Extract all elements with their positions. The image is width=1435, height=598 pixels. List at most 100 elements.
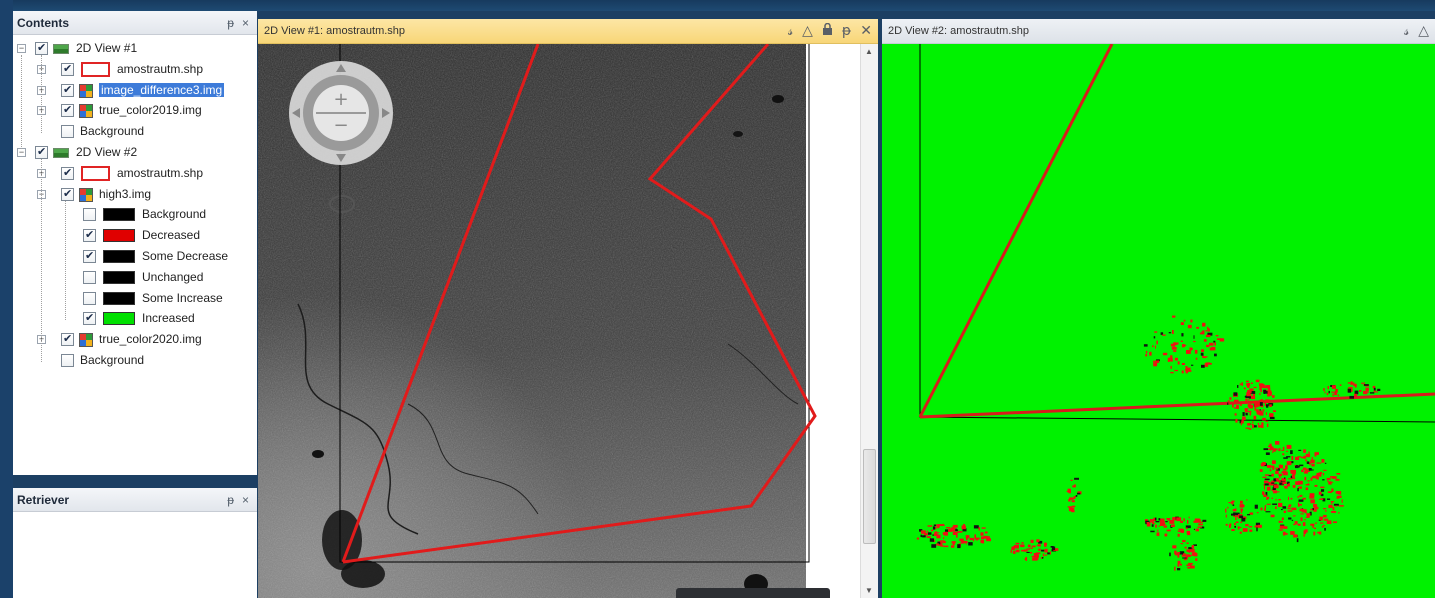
tree-view2[interactable]: − 2D View #2 [13, 143, 257, 163]
change-pixel [1168, 332, 1172, 334]
view2-map-canvas[interactable] [882, 44, 1435, 598]
change-pixel [1174, 357, 1178, 361]
change-pixel [1298, 499, 1304, 502]
tree-layer[interactable]: −high3.img [13, 185, 257, 205]
change-pixel [1155, 361, 1158, 366]
change-pixel [1364, 391, 1366, 393]
link-icon[interactable]: 𝓈 [1404, 23, 1410, 39]
change-pixel [1246, 392, 1251, 396]
layer-label: Background [80, 353, 145, 367]
layer-checkbox[interactable] [83, 311, 96, 326]
class-label: Background [142, 207, 207, 222]
tree-class[interactable]: Some Decrease [13, 247, 257, 267]
class-color-swatch [103, 291, 135, 305]
change-pixel [1175, 553, 1180, 556]
change-pixel [1252, 392, 1256, 396]
close-icon[interactable]: ✕ [860, 23, 872, 39]
layer-checkbox[interactable] [61, 166, 74, 180]
zoom-out-button[interactable]: − [333, 115, 349, 136]
close-icon[interactable]: × [241, 15, 249, 30]
tree-class[interactable]: Increased [13, 309, 257, 329]
layer-checkbox[interactable] [35, 145, 48, 159]
layer-checkbox[interactable] [61, 83, 74, 97]
tree-class[interactable]: Some Increase [13, 289, 257, 309]
change-pixel [1236, 405, 1239, 409]
zoom-in-button[interactable]: + [333, 89, 349, 110]
tree-layer[interactable]: +amostrautm.shp [13, 60, 257, 80]
change-pixel [1068, 507, 1072, 512]
close-icon[interactable]: × [241, 492, 249, 507]
scroll-thumb[interactable] [863, 449, 876, 544]
tree-class[interactable]: Unchanged [13, 268, 257, 288]
change-pixel [923, 533, 928, 536]
tree-layer[interactable]: +amostrautm.shp [13, 164, 257, 184]
tree-view1[interactable]: − 2D View #1 [13, 39, 257, 59]
layer-checkbox[interactable] [61, 103, 74, 118]
layer-checkbox[interactable] [61, 62, 74, 76]
change-pixel [1264, 485, 1265, 490]
lock-icon[interactable] [822, 22, 833, 39]
pin-icon[interactable]: ᵽ [227, 15, 234, 30]
expand-icon[interactable]: − [17, 43, 26, 53]
layer-checkbox[interactable] [61, 354, 74, 367]
scroll-down-arrow-icon[interactable]: ▼ [865, 586, 873, 595]
change-pixel [1234, 523, 1236, 526]
layer-checkbox[interactable] [83, 249, 96, 263]
change-pixel [1172, 546, 1177, 548]
change-pixel [1319, 516, 1323, 521]
warning-icon[interactable]: △ [802, 23, 813, 39]
change-pixel [1367, 391, 1369, 393]
change-pixel [1290, 450, 1293, 455]
change-pixel [1030, 539, 1034, 543]
change-pixel [1354, 383, 1357, 388]
change-pixel [1174, 343, 1178, 346]
change-pixel [1337, 394, 1339, 396]
pin-icon[interactable]: ᵽ [841, 23, 852, 39]
layer-checkbox[interactable] [83, 291, 96, 305]
warning-icon[interactable]: △ [1418, 23, 1429, 39]
layer-label: high3.img [99, 186, 152, 201]
layer-checkbox[interactable] [83, 228, 96, 243]
change-pixel [1335, 491, 1340, 494]
layer-checkbox[interactable] [83, 208, 96, 222]
change-pixel [1268, 445, 1272, 447]
change-pixel [1041, 557, 1044, 559]
view1-vertical-scrollbar[interactable]: ▲ ▼ [860, 44, 878, 598]
tree-layer[interactable]: Background [13, 122, 257, 142]
layer-checkbox[interactable] [61, 125, 74, 139]
navigation-control[interactable] [286, 58, 396, 168]
view1-map-canvas[interactable]: + − [258, 44, 860, 598]
change-pixel [1167, 358, 1173, 362]
change-pixel [1170, 355, 1173, 359]
pin-icon[interactable]: ᵽ [227, 492, 234, 507]
tree-class[interactable]: Background [13, 205, 257, 225]
layer-checkbox[interactable] [83, 270, 96, 284]
view2-tab[interactable]: 2D View #2: amostrautm.shp 𝓈 △ [882, 19, 1435, 44]
change-pixel [1199, 332, 1202, 335]
change-pixel [1275, 478, 1278, 480]
tree-class[interactable]: Decreased [13, 226, 257, 246]
change-pixel [1248, 398, 1250, 401]
change-pixel [1331, 511, 1337, 513]
tree-layer[interactable]: +true_color2019.img [13, 101, 257, 121]
class-label: Some Increase [142, 290, 223, 305]
change-pixel [1285, 533, 1288, 535]
change-pixel [1159, 518, 1165, 523]
tree-layer[interactable]: Background [13, 351, 257, 371]
link-icon[interactable]: 𝓈 [787, 23, 794, 39]
tree-layer[interactable]: +true_color2020.img [13, 330, 257, 350]
change-pixel [1181, 363, 1185, 365]
change-pixel [1278, 473, 1283, 476]
tree-layer[interactable]: +image_difference3.img [13, 81, 257, 101]
change-pixel [1335, 478, 1340, 481]
layer-checkbox[interactable] [61, 187, 74, 201]
change-pixel [1051, 546, 1056, 551]
view2-tab-title: 2D View #2: amostrautm.shp [888, 25, 1030, 37]
change-pixel [1253, 415, 1257, 420]
expand-icon[interactable]: − [17, 147, 26, 157]
layer-checkbox[interactable] [61, 332, 74, 347]
scroll-up-arrow-icon[interactable]: ▲ [865, 47, 873, 56]
layer-checkbox[interactable] [35, 41, 48, 55]
view1-tab[interactable]: 2D View #1: amostrautm.shp 𝓈 △ ᵽ ✕ [258, 19, 878, 44]
change-pixel [1150, 530, 1155, 533]
